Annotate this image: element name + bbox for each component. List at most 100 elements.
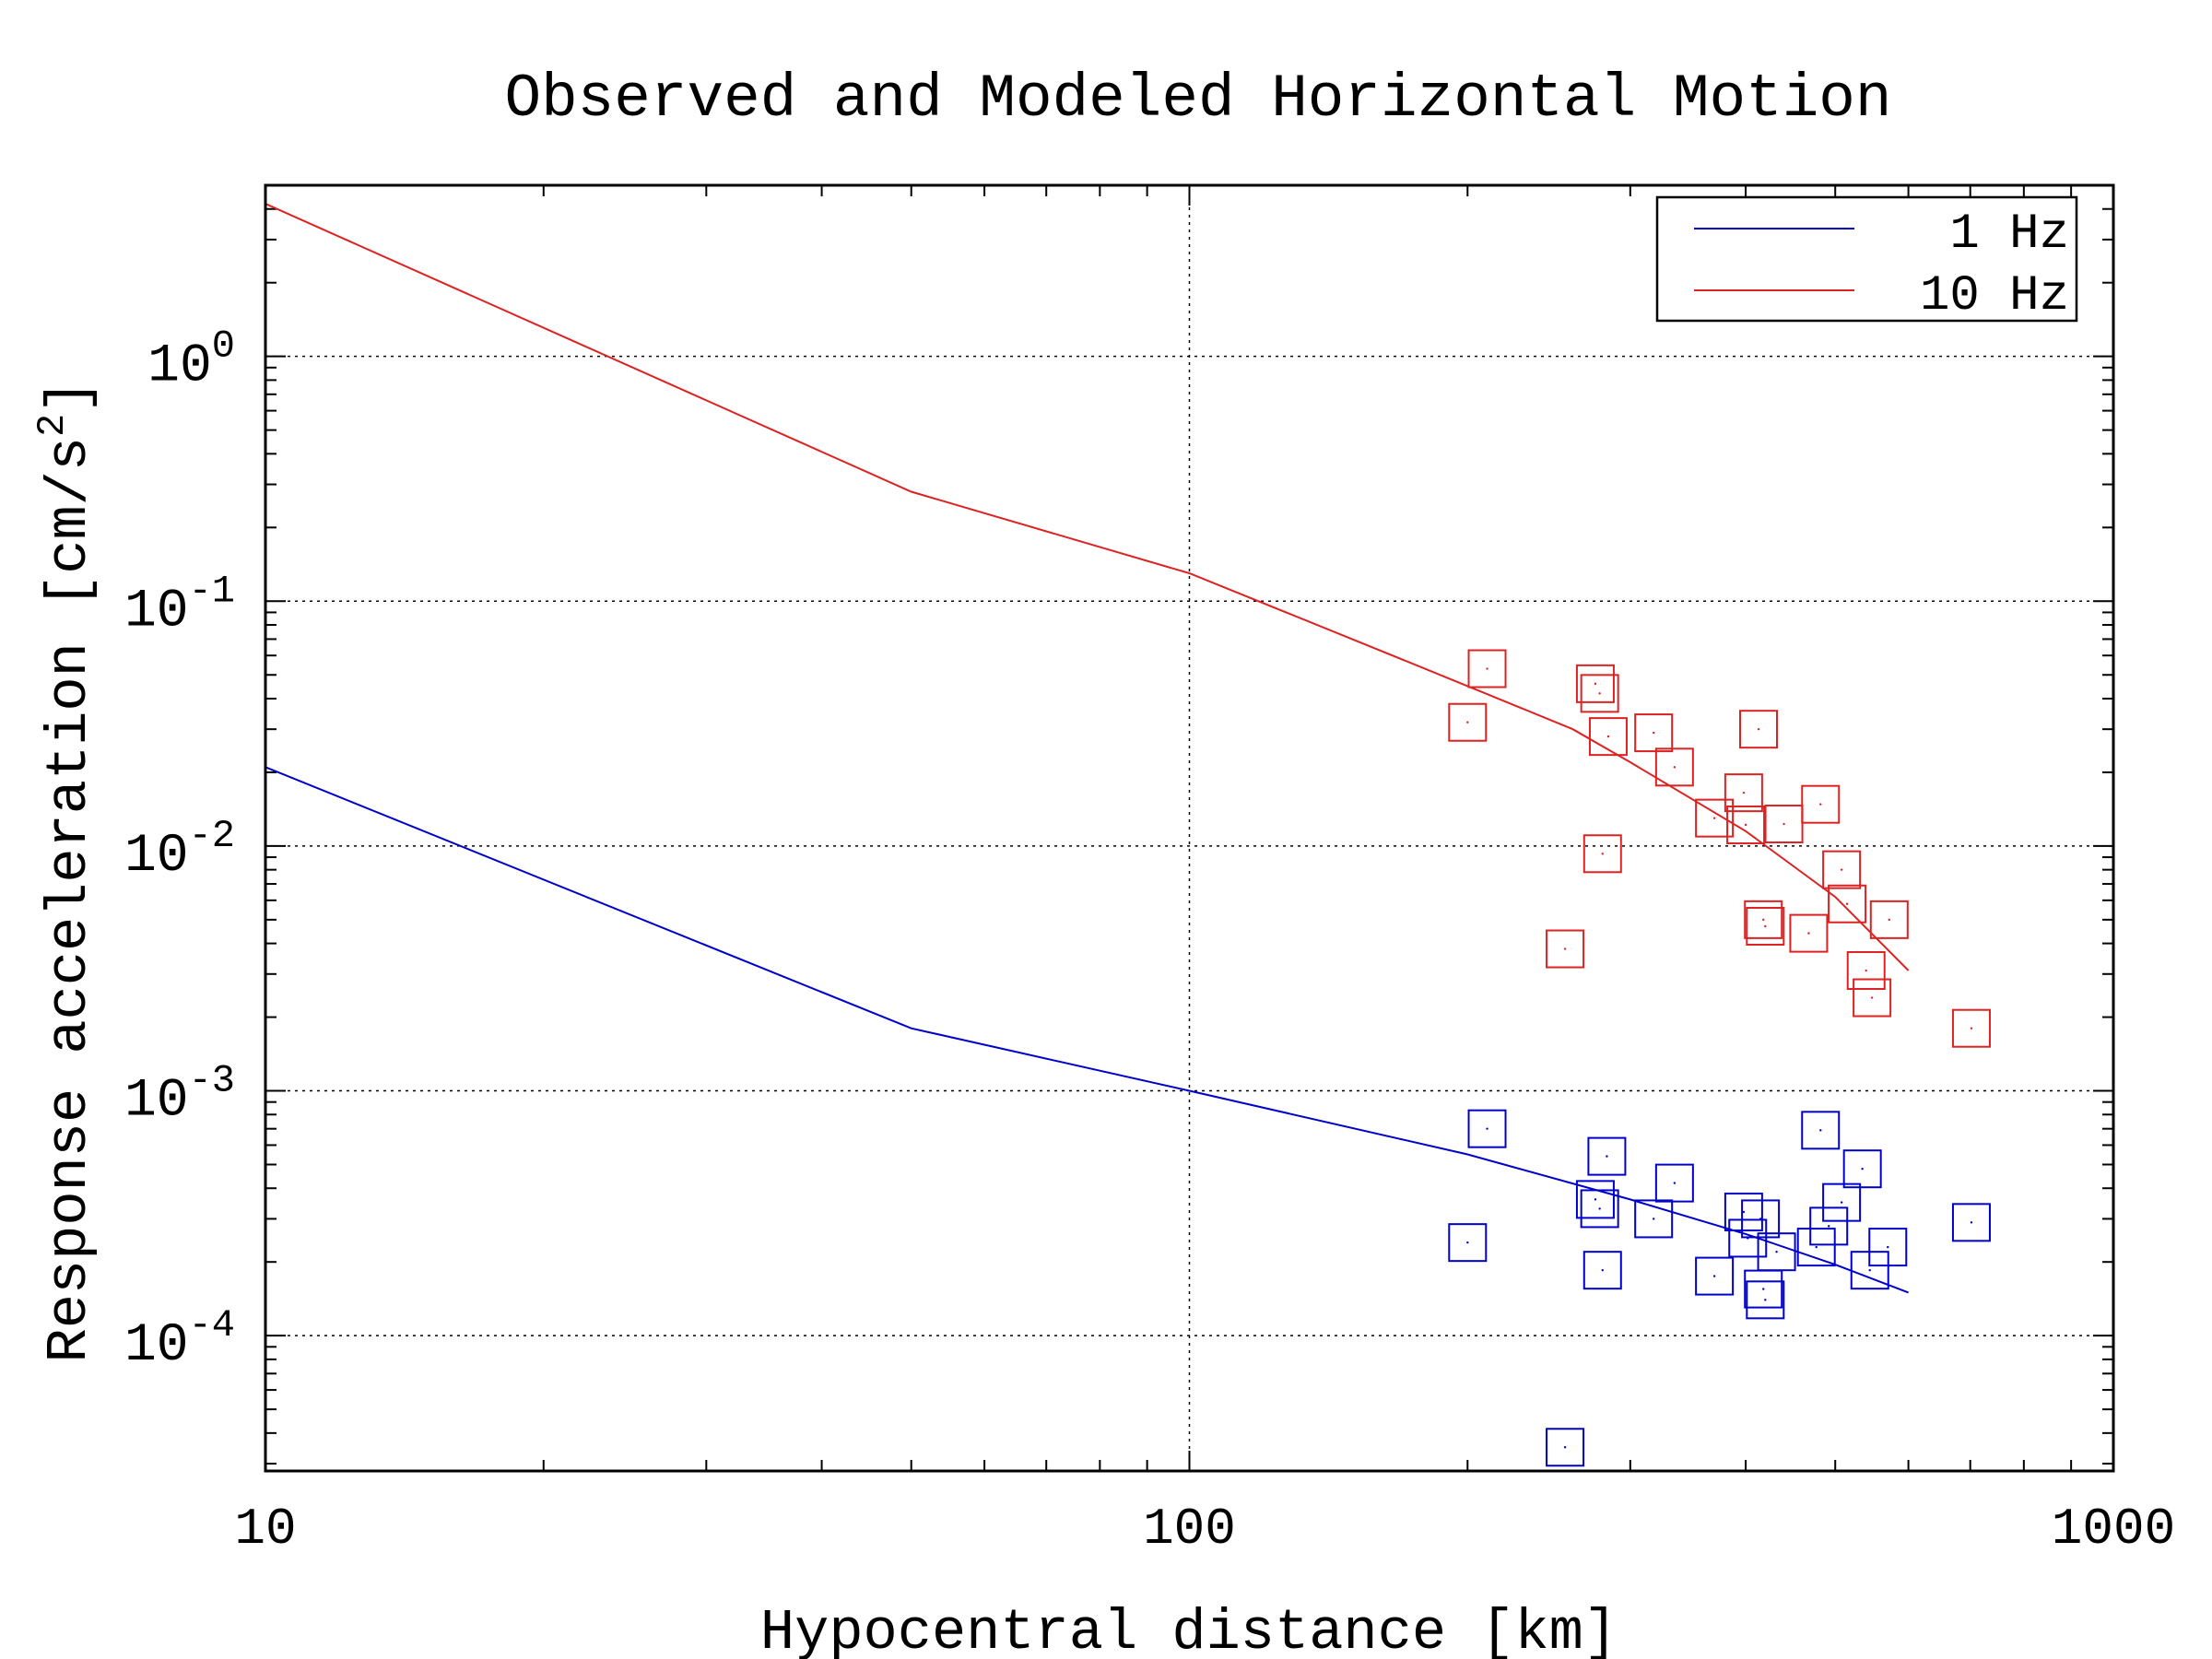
data-point-10hz [1695,798,1735,838]
data-point-1hz [1467,1109,1507,1148]
data-point-10hz [1869,900,1909,939]
data-point-10hz [1828,884,1867,924]
data-point-10hz [1634,713,1674,753]
data-point-center-1hz [1742,1210,1746,1214]
data-point-center-1hz [1594,1198,1597,1201]
data-point-center-1hz [1887,1245,1889,1249]
data-point-1hz [1575,1180,1615,1219]
data-point-center-1hz [1759,1218,1762,1220]
y-tick-label: 100 [147,324,235,397]
chart-title: Observed and Modeled Horizontal Motion [504,65,1891,134]
data-point-center-10hz [1865,969,1867,972]
x-tick-label: 10 [234,1500,296,1559]
data-point-center-1hz [1970,1221,1973,1224]
data-point-1hz [1796,1228,1836,1267]
data-point-1hz [1822,1182,1862,1222]
data-point-10hz [1822,850,1862,889]
data-point-center-10hz [1783,822,1785,826]
data-point-center-1hz [1712,1275,1716,1277]
data-point-center-10hz [1712,817,1716,819]
data-point-1hz [1654,1163,1694,1203]
data-point-10hz [1580,674,1619,713]
data-point-1hz [1741,1199,1781,1239]
data-point-center-1hz [1466,1241,1469,1244]
data-point-1hz [1728,1218,1768,1258]
model-line-1hz [265,766,1909,1294]
data-point-center-10hz [1742,791,1746,794]
y-tick-labels: 100 10-1 10-2 10-3 10-4 [124,324,235,1376]
x-tick-label: 1000 [2052,1500,2175,1559]
data-point-center-1hz [1819,1129,1822,1132]
data-point-10hz [1853,978,1892,1018]
data-point-1hz [1448,1223,1488,1263]
data-point-center-1hz [1652,1218,1655,1220]
plot-area [265,203,1991,1467]
data-point-1hz [1634,1199,1674,1239]
y-tick-label: 10-2 [124,814,235,887]
data-point-center-10hz [1744,823,1747,827]
plot-frame [264,183,2115,1473]
data-point-center-10hz [1819,803,1822,806]
x-axis-label: Hypocentral distance [km] [760,1600,1618,1659]
data-point-1hz [1801,1111,1841,1150]
data-point-10hz [1654,747,1694,787]
y-axis-label: Response acceleration [cm/s2] [30,379,102,1362]
data-point-10hz [1726,805,1766,844]
data-point-center-1hz [1827,1225,1830,1228]
data-point-10hz [1764,805,1804,844]
data-point-center-1hz [1598,1207,1601,1210]
data-point-1hz [1951,1203,1991,1242]
data-point-center-10hz [1888,918,1890,922]
data-point-center-10hz [1563,947,1567,950]
data-point-center-1hz [1673,1182,1677,1184]
data-point-center-1hz [1563,1446,1567,1449]
data-point-center-10hz [1594,682,1597,686]
legend: 1 Hz 10 Hz [1655,195,2078,324]
data-point-center-10hz [1486,667,1488,670]
data-point-center-10hz [1466,721,1469,724]
data-point-center-10hz [1970,1027,1973,1030]
data-point-1hz [1868,1228,1908,1267]
data-point-center-1hz [1606,1155,1608,1158]
data-point-10hz [1448,702,1488,742]
data-point-10hz [1738,710,1778,749]
data-point-center-10hz [1807,932,1810,935]
data-point-10hz [1789,913,1829,953]
data-point-center-10hz [1840,868,1843,871]
x-tick-label: 100 [1143,1500,1236,1559]
data-point-1hz [1546,1428,1585,1467]
data-point-center-10hz [1764,924,1767,928]
data-point-center-10hz [1870,996,1874,999]
data-point-10hz [1575,664,1615,703]
y-tick-label: 10-4 [124,1303,235,1376]
data-point-1hz [1580,1189,1619,1229]
data-point-1hz [1695,1256,1735,1296]
data-point-center-1hz [1815,1245,1818,1249]
data-point-center-10hz [1652,731,1655,735]
data-point-1hz [1757,1232,1796,1272]
y-tick-label: 10-3 [124,1059,235,1132]
data-point-center-1hz [1861,1167,1864,1171]
data-point-1hz [1583,1251,1622,1290]
data-point-10hz [1951,1008,1991,1048]
model-line-10hz [265,203,1910,971]
data-point-10hz [1546,929,1585,969]
data-point-10hz [1583,834,1622,874]
data-point-10hz [1801,784,1841,824]
data-point-center-10hz [1598,692,1601,695]
data-point-1hz [1587,1136,1627,1176]
data-point-center-1hz [1762,1288,1765,1290]
data-point-center-10hz [1601,853,1604,855]
data-point-10hz [1588,717,1628,757]
data-point-center-10hz [1757,727,1760,731]
data-point-1hz [1746,1280,1785,1320]
legend-box [1655,195,2078,323]
data-point-center-10hz [1606,735,1610,738]
y-tick-label: 10-1 [124,569,235,641]
data-point-10hz [1746,907,1785,947]
data-point-1hz [1842,1149,1882,1189]
data-point-center-10hz [1845,902,1849,905]
legend-label-10hz: 10 Hz [1920,268,2069,324]
data-point-center-1hz [1775,1250,1778,1253]
data-point-center-1hz [1868,1268,1871,1272]
